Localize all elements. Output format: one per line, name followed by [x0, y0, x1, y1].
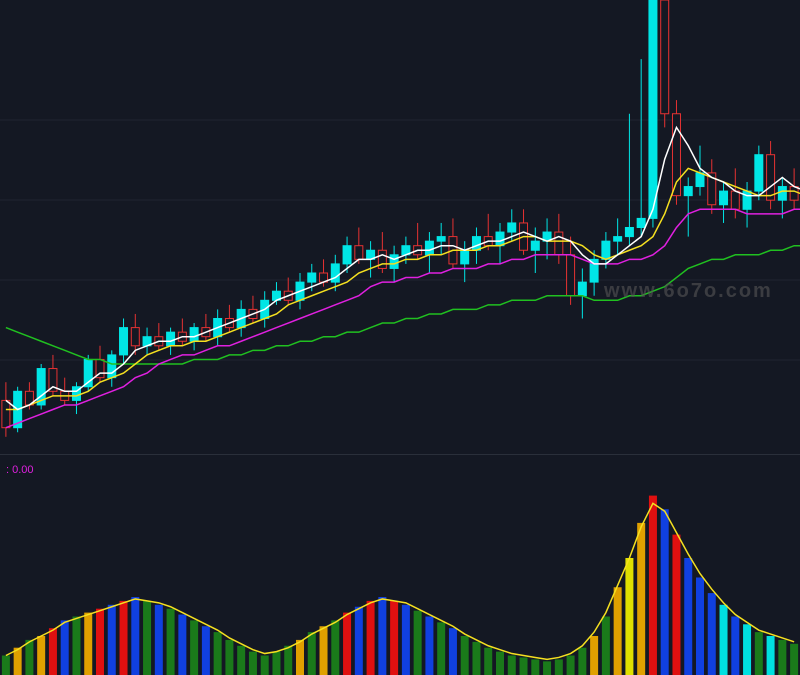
- volume-histogram-chart[interactable]: [0, 480, 800, 675]
- sub-chart-label: : 0.00: [6, 464, 34, 476]
- main-candlestick-chart[interactable]: [0, 0, 800, 455]
- watermark-text: www.6o7o.com: [604, 280, 773, 303]
